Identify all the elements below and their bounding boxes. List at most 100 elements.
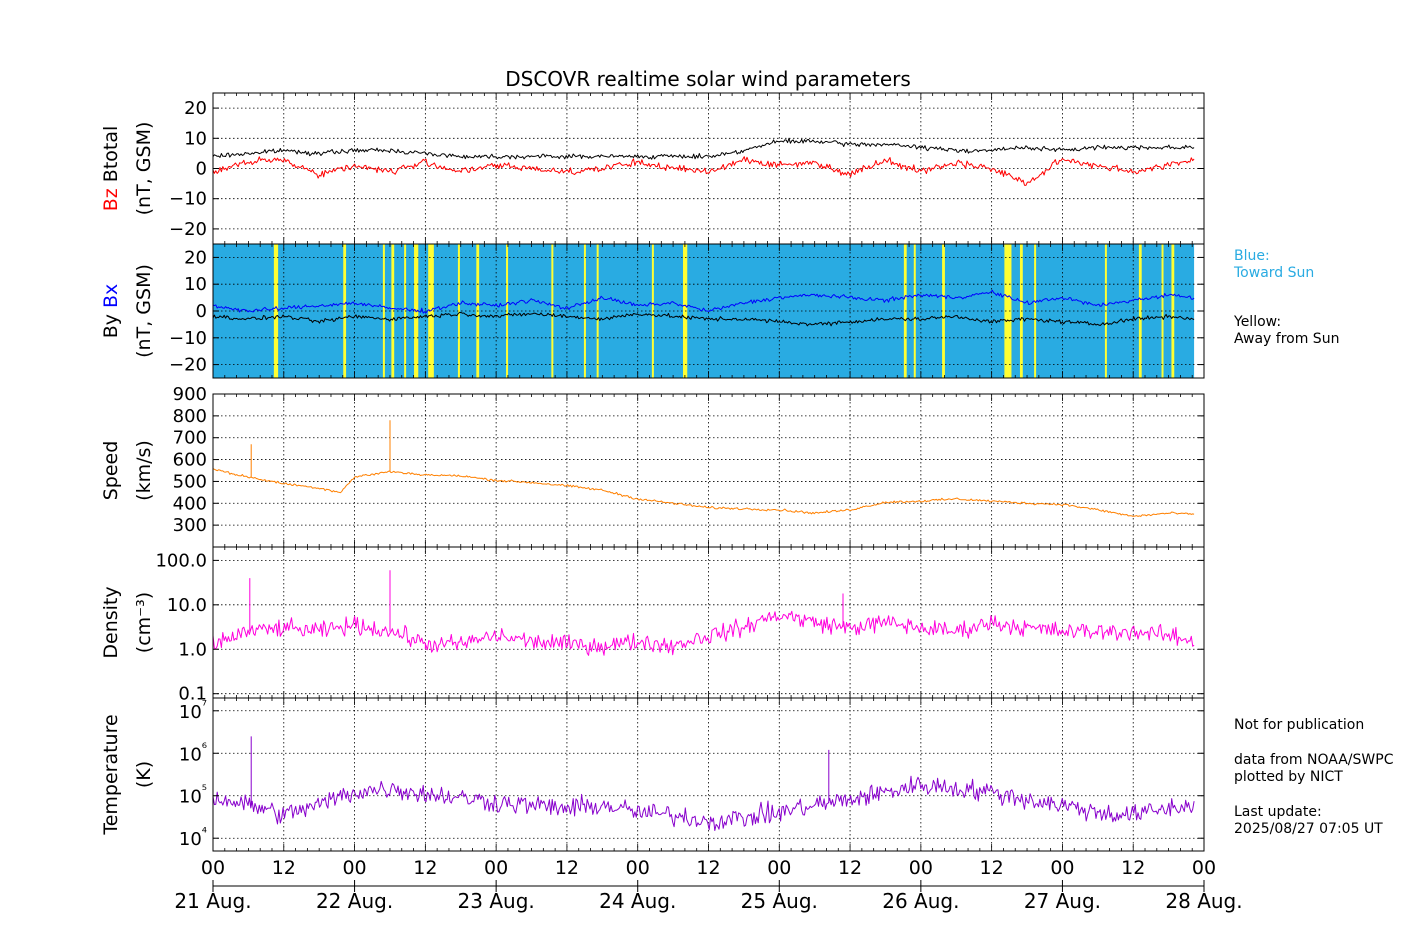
x-date-label: 24 Aug. <box>599 889 676 913</box>
y-tick-label: 0 <box>196 301 207 322</box>
y-tick-label: −20 <box>169 219 207 240</box>
away-from-sun-interval <box>942 244 945 378</box>
away-from-sun-interval <box>583 244 586 378</box>
x-date-label: 25 Aug. <box>741 889 818 913</box>
series-group <box>213 420 1195 517</box>
away-from-sun-interval <box>391 244 395 378</box>
away-from-sun-note-text: Away from Sun <box>1234 331 1340 347</box>
y-tick-label: 10 <box>184 128 207 149</box>
x-hour-label: 12 <box>1121 857 1145 879</box>
y-tick-label: 400 <box>173 493 207 514</box>
y-axis-label: By Bx <box>100 284 122 339</box>
y-axis-label: Density <box>100 586 122 658</box>
last-update-value: 2025/08/27 07:05 UT <box>1234 821 1383 837</box>
away-from-sun-interval <box>457 244 460 378</box>
y-tick-label: 0.1 <box>178 684 207 705</box>
y-tick-label: −10 <box>169 328 207 349</box>
x-hour-label: 00 <box>1192 857 1216 879</box>
y-axis-label: Speed <box>100 441 122 501</box>
y-tick-label: 10⁷ <box>179 699 207 723</box>
away-from-sun-interval <box>1171 244 1175 378</box>
x-hour-label: 00 <box>909 857 933 879</box>
y-tick-label: −20 <box>169 355 207 376</box>
x-hour-label: 12 <box>413 857 437 879</box>
x-date-label: 27 Aug. <box>1024 889 1101 913</box>
series-group <box>213 137 1195 186</box>
y-tick-label: 10.0 <box>167 595 207 616</box>
x-hour-label: 12 <box>272 857 296 879</box>
toward-sun-note-text: Toward Sun <box>1234 265 1315 281</box>
y-tick-label: 300 <box>173 515 207 536</box>
y-tick-label: 100.0 <box>155 550 207 571</box>
figure-title: DSCOVR realtime solar wind parameters <box>505 67 911 91</box>
y-axis-label: Bz Btotal <box>100 126 122 212</box>
series-group <box>213 736 1195 831</box>
series-line-density <box>213 570 1195 656</box>
x-hour-label: 00 <box>484 857 508 879</box>
x-hour-label: 12 <box>838 857 862 879</box>
x-hour-label: 00 <box>767 857 791 879</box>
x-date-label: 26 Aug. <box>882 889 959 913</box>
x-hour-label: 00 <box>1050 857 1074 879</box>
away-from-sun-interval <box>913 244 916 378</box>
y-tick-label: −10 <box>169 189 207 210</box>
away-from-sun-note-title: Yellow: <box>1234 314 1282 330</box>
x-hour-label: 12 <box>555 857 579 879</box>
last-update-label: Last update: <box>1234 804 1322 820</box>
y-tick-label: 500 <box>173 471 207 492</box>
y-axis-label: Temperature <box>100 714 122 835</box>
plot-panels: 20 10 0 −10 −20 Bz Btotal (nT, GSM) 20 10 0 −10 −20… <box>100 92 1205 852</box>
x-hour-label: 00 <box>201 857 225 879</box>
panel-temperature: 10⁷ 10⁶ 10⁵ 10⁴ Temperature (K) <box>100 697 1205 852</box>
toward-sun-note-title: Blue: <box>1234 248 1270 264</box>
y-tick-label: 10⁶ <box>179 741 207 765</box>
series-group <box>213 570 1195 656</box>
series-line-btotal <box>213 137 1195 160</box>
y-tick-label: 10 <box>184 274 207 295</box>
y-axis-unit-label: (K) <box>133 761 155 788</box>
y-tick-label: 0 <box>196 159 207 180</box>
y-tick-label: 900 <box>173 384 207 405</box>
away-from-sun-interval <box>651 244 654 378</box>
y-axis-unit-label: (km/s) <box>133 440 155 501</box>
y-tick-label: 10⁴ <box>179 826 207 850</box>
away-from-sun-interval <box>551 244 554 378</box>
away-from-sun-interval <box>273 244 279 378</box>
x-date-label: 22 Aug. <box>316 889 393 913</box>
x-date-label: 28 Aug. <box>1165 889 1242 913</box>
y-tick-label: 700 <box>173 428 207 449</box>
series-line-by <box>213 311 1195 327</box>
panel-magnetic-field-components: 20 10 0 −10 −20 By Bx (nT, GSM) <box>100 243 1205 379</box>
series-line-temperature <box>213 736 1195 831</box>
away-from-sun-interval <box>1034 244 1037 378</box>
y-tick-label: 800 <box>173 406 207 427</box>
away-from-sun-interval <box>1161 244 1164 378</box>
x-hour-label: 12 <box>696 857 720 879</box>
x-date-label: 21 Aug. <box>174 889 251 913</box>
y-tick-label: 600 <box>173 450 207 471</box>
away-from-sun-interval <box>506 244 509 378</box>
away-from-sun-interval <box>1138 244 1142 378</box>
y-axis-unit-label: (nT, GSM) <box>133 264 155 358</box>
series-line-bx <box>213 289 1195 314</box>
x-hour-label: 00 <box>342 857 366 879</box>
away-from-sun-interval <box>343 244 347 378</box>
y-axis-unit-label: (cm⁻³) <box>133 592 155 653</box>
publication-notice: Not for publication <box>1234 717 1365 733</box>
x-axis: 00 12 00 12 00 12 00 12 00 12 00 12 00 12 00 21 Aug. 22 … <box>174 857 1242 913</box>
toward-sun-band <box>213 244 1195 378</box>
y-tick-label: 1.0 <box>178 639 207 660</box>
panel-magnetic-field-total: 20 10 0 −10 −20 Bz Btotal (nT, GSM) <box>100 92 1205 245</box>
plotted-by: plotted by NICT <box>1234 769 1343 785</box>
series-line-speed <box>213 420 1195 517</box>
x-hour-label: 00 <box>626 857 650 879</box>
data-source: data from NOAA/SWPC <box>1234 752 1394 768</box>
x-hour-label: 12 <box>980 857 1004 879</box>
panel-density: 100.0 10.0 1.0 0.1 Density (cm⁻³) <box>100 546 1205 705</box>
series-line-bz <box>213 156 1195 186</box>
y-axis-unit-label: (nT, GSM) <box>133 122 155 216</box>
away-from-sun-interval <box>382 244 385 378</box>
away-from-sun-interval <box>1004 244 1012 378</box>
